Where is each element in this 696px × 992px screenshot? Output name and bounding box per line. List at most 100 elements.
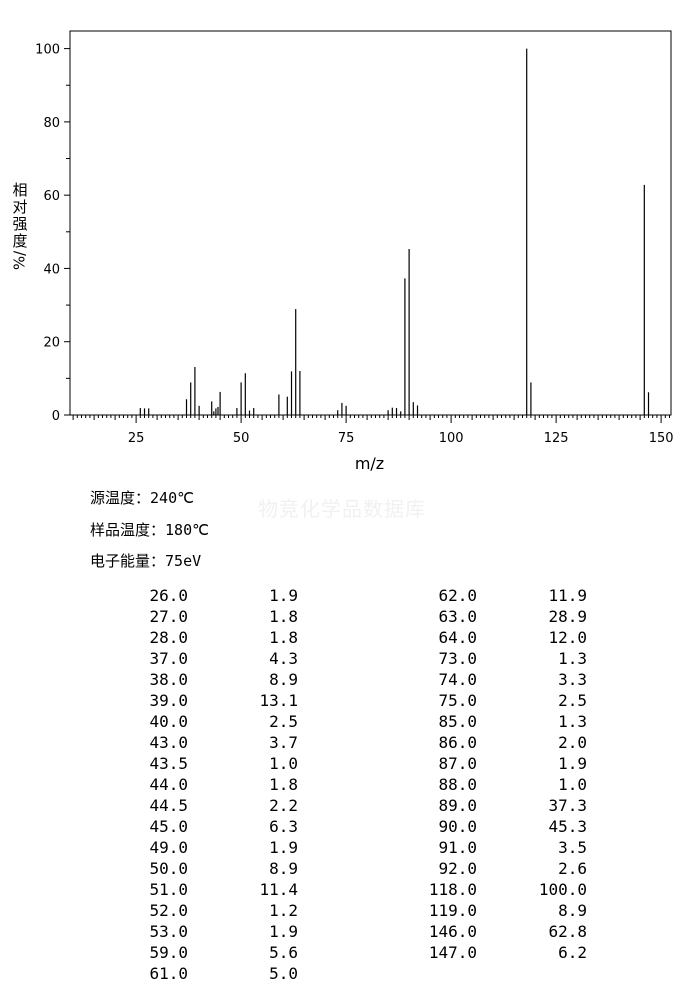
peak-mz-value: 89.0	[438, 796, 477, 815]
peak-intensity-value: 1.3	[558, 712, 587, 731]
peak-intensity-value: 12.0	[548, 628, 587, 647]
y-tick-label: 60	[43, 189, 60, 204]
peak-intensity-value: 11.9	[548, 586, 587, 605]
peak-mz-value: 43.5	[149, 754, 188, 773]
peak-mz-value: 43.0	[149, 733, 188, 752]
watermark: 物竞化学品数据库	[258, 497, 426, 521]
x-tick-label: 150	[649, 431, 674, 446]
peak-mz-value: 92.0	[438, 859, 477, 878]
peak-intensity-value: 1.2	[269, 901, 298, 920]
peak-intensity-value: 13.1	[259, 691, 298, 710]
peak-intensity-value: 3.7	[269, 733, 298, 752]
peak-intensity-value: 1.9	[269, 922, 298, 941]
peak-mz-value: 64.0	[438, 628, 477, 647]
peak-intensity-value: 2.0	[558, 733, 587, 752]
peak-intensity-value: 2.2	[269, 796, 298, 815]
peak-intensity-value: 4.3	[269, 649, 298, 668]
x-tick-label: 25	[128, 431, 145, 446]
peak-mz-value: 74.0	[438, 670, 477, 689]
peak-intensity-value: 6.3	[269, 817, 298, 836]
peak-intensity-value: 2.6	[558, 859, 587, 878]
peak-mz-value: 45.0	[149, 817, 188, 836]
peak-mz-value: 28.0	[149, 628, 188, 647]
peak-intensity-value: 1.9	[269, 586, 298, 605]
y-axis-label: 相 对 强 度 %/	[9, 181, 31, 271]
peak-mz-value: 49.0	[149, 838, 188, 857]
plot-frame	[69, 30, 672, 416]
peak-mz-value: 38.0	[149, 670, 188, 689]
peak-intensity-value: 2.5	[269, 712, 298, 731]
peak-intensity-value: 1.8	[269, 775, 298, 794]
peak-mz-value: 26.0	[149, 586, 188, 605]
peak-mz-value: 147.0	[428, 943, 477, 962]
peak-mz-value: 39.0	[149, 691, 188, 710]
y-tick-label: 40	[43, 262, 60, 277]
y-tick-label: 0	[52, 409, 60, 424]
y-axis-label-char: 强	[12, 215, 28, 233]
electron-energy: 电子能量：75eV	[90, 550, 201, 571]
peak-mz-value: 52.0	[149, 901, 188, 920]
peak-mz-value: 63.0	[438, 607, 477, 626]
peak-intensity-value: 1.8	[269, 607, 298, 626]
peak-mz-value: 37.0	[149, 649, 188, 668]
peak-intensity-value: 100.0	[538, 880, 587, 899]
peak-mz-value: 44.0	[149, 775, 188, 794]
y-axis-label-unit: %/	[10, 250, 29, 271]
mass-spectrum-chart: 0 20 40 60 80 100 25 50 75 100 125 150 m/z	[35, 30, 674, 473]
peak-intensity-value: 2.5	[558, 691, 587, 710]
y-axis-label-char: 相	[12, 181, 28, 199]
x-axis-label: m/z	[355, 454, 384, 473]
peak-mz-value: 91.0	[438, 838, 477, 857]
peak-intensity-value: 8.9	[558, 901, 587, 920]
peak-mz-value: 146.0	[428, 922, 477, 941]
peak-mz-value: 85.0	[438, 712, 477, 731]
peak-intensity-value: 1.0	[269, 754, 298, 773]
peak-intensity-value: 1.9	[269, 838, 298, 857]
peak-intensity-value: 5.6	[269, 943, 298, 962]
peak-intensity-value: 45.3	[548, 817, 587, 836]
peak-mz-value: 44.5	[149, 796, 188, 815]
sample-temperature-value: 180℃	[165, 521, 209, 539]
peak-intensity-value: 1.3	[558, 649, 587, 668]
peak-intensity-value: 28.9	[548, 607, 587, 626]
electron-energy-value: 75eV	[165, 552, 202, 570]
peak-intensity-value: 3.5	[558, 838, 587, 857]
x-tick-label: 50	[233, 431, 250, 446]
peak-mz-value: 61.0	[149, 964, 188, 983]
peak-intensity-value: 1.0	[558, 775, 587, 794]
peak-intensity-value: 62.8	[548, 922, 587, 941]
source-temperature-value: 240℃	[150, 489, 194, 507]
sample-temperature-label: 样品温度：	[90, 521, 166, 539]
peak-intensity-value: 5.0	[269, 964, 298, 983]
sample-temperature: 样品温度：180℃	[90, 519, 209, 540]
x-tick-label: 75	[338, 431, 355, 446]
peak-mz-value: 51.0	[149, 880, 188, 899]
source-temperature-label: 源温度：	[90, 489, 151, 507]
y-tick-label: 20	[43, 336, 60, 351]
peak-intensity-value: 37.3	[548, 796, 587, 815]
y-tick-label: 100	[35, 43, 60, 58]
peak-intensity-value: 1.9	[558, 754, 587, 773]
peak-intensity-value: 3.3	[558, 670, 587, 689]
peak-mz-value: 53.0	[149, 922, 188, 941]
peak-intensity-value: 8.9	[269, 859, 298, 878]
y-axis-label-char: 对	[12, 198, 28, 216]
x-tick-label: 100	[439, 431, 464, 446]
peak-mz-value: 118.0	[428, 880, 477, 899]
peak-mz-value: 50.0	[149, 859, 188, 878]
y-tick-label: 80	[43, 116, 60, 131]
peak-intensity-value: 8.9	[269, 670, 298, 689]
peak-intensity-value: 1.8	[269, 628, 298, 647]
peak-intensity-value: 6.2	[558, 943, 587, 962]
peak-mz-value: 62.0	[438, 586, 477, 605]
source-temperature: 源温度：240℃	[90, 487, 194, 508]
y-axis-label-char: 度	[12, 232, 28, 250]
peak-mz-value: 119.0	[428, 901, 477, 920]
peak-mz-value: 86.0	[438, 733, 477, 752]
x-tick-label: 125	[544, 431, 569, 446]
peak-mz-value: 27.0	[149, 607, 188, 626]
peak-intensity-value: 11.4	[259, 880, 298, 899]
electron-energy-label: 电子能量：	[90, 552, 166, 570]
peak-mz-value: 73.0	[438, 649, 477, 668]
peak-mz-value: 40.0	[149, 712, 188, 731]
